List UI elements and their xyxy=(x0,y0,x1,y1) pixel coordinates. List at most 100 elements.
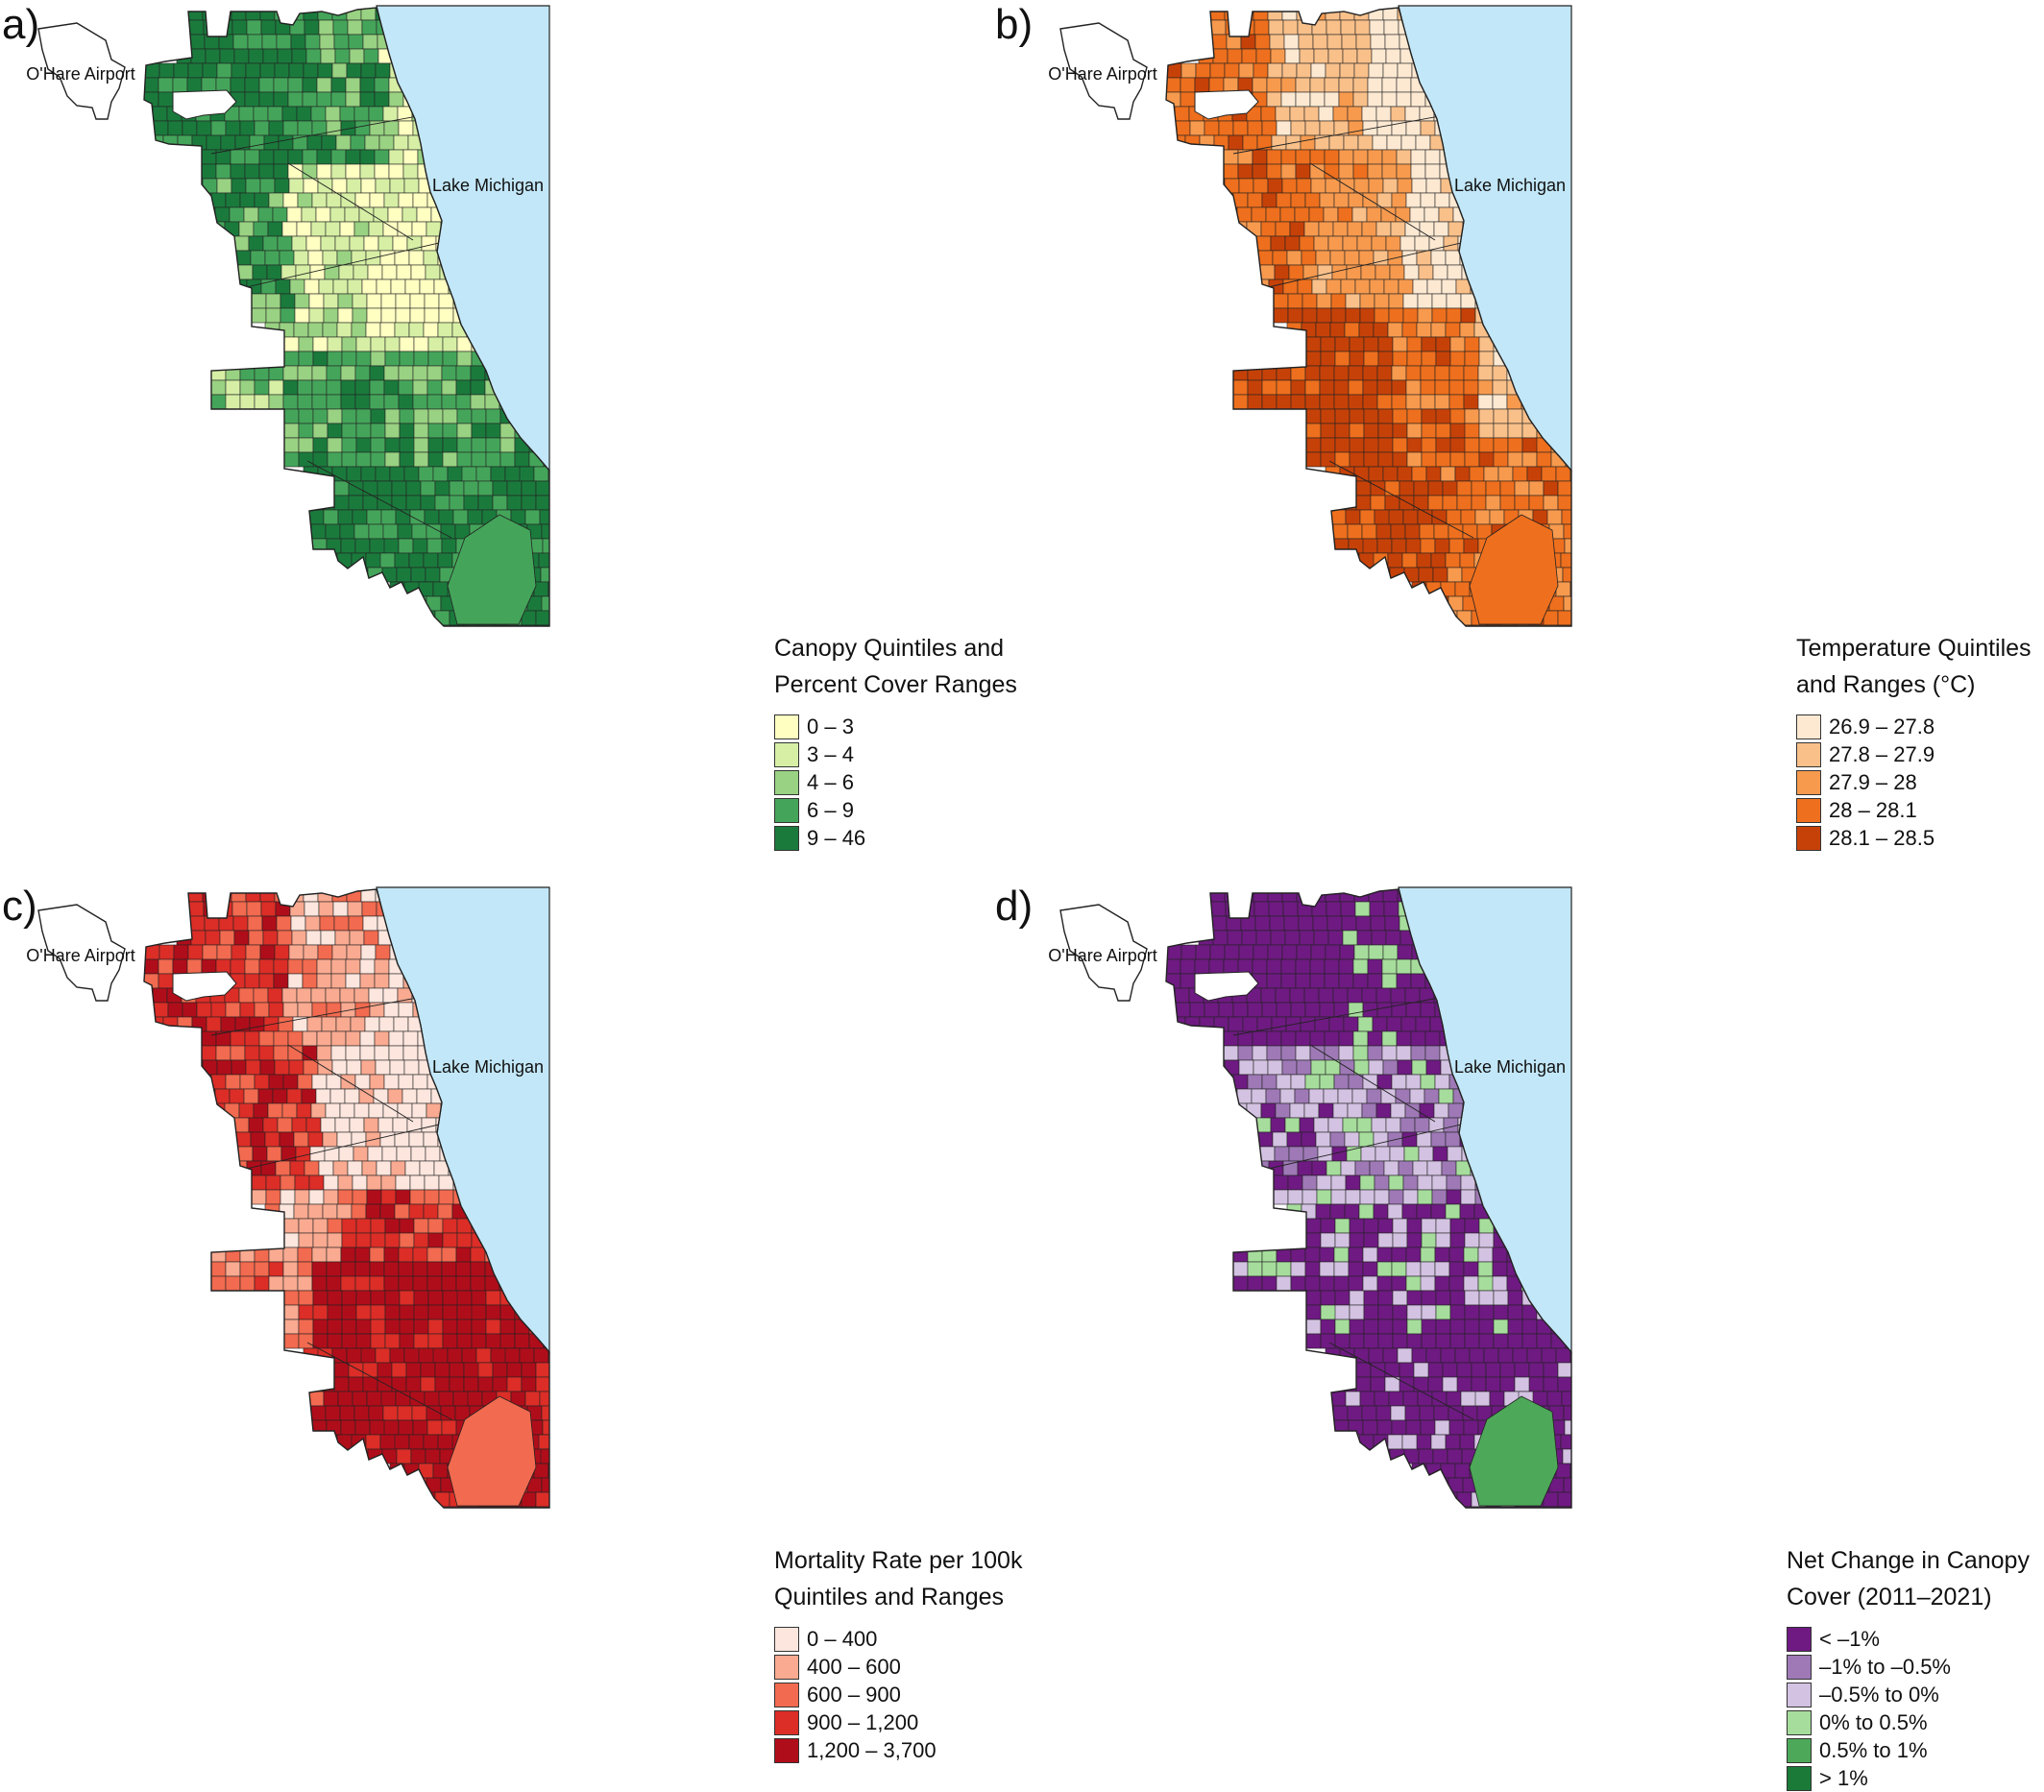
tract xyxy=(1388,293,1404,309)
tract xyxy=(318,901,334,917)
tract xyxy=(1360,1146,1376,1162)
tract xyxy=(1358,250,1375,266)
tract xyxy=(341,336,357,352)
tract xyxy=(455,1275,472,1292)
tract xyxy=(1222,1088,1238,1104)
tract xyxy=(306,1016,323,1032)
tract xyxy=(1516,624,1532,626)
tract xyxy=(1326,278,1342,295)
tract xyxy=(1434,1247,1450,1263)
tract xyxy=(296,1405,312,1421)
tract xyxy=(1332,221,1349,237)
tract xyxy=(1557,495,1571,511)
tract xyxy=(355,423,372,439)
tract xyxy=(399,1319,415,1335)
tract xyxy=(333,915,350,932)
tract xyxy=(426,1477,442,1493)
tract xyxy=(1410,973,1426,989)
tract xyxy=(1432,264,1448,280)
tract xyxy=(1273,293,1289,309)
tract xyxy=(1369,19,1385,36)
tract xyxy=(1297,1160,1313,1176)
tract xyxy=(297,1261,313,1277)
legend-item: 0 – 400 xyxy=(774,1625,1022,1653)
tract xyxy=(1310,1059,1326,1076)
tract xyxy=(1512,1347,1528,1364)
canopy-change-legend: Net Change in Canopy Cover (2011–2021) <… xyxy=(1787,1542,2034,1792)
tract xyxy=(1375,1146,1391,1162)
tract xyxy=(282,1275,299,1292)
tract xyxy=(1421,351,1437,367)
tract xyxy=(456,408,473,424)
tract xyxy=(1373,322,1389,338)
tract xyxy=(305,930,322,946)
tract xyxy=(1376,1002,1393,1018)
tract xyxy=(1318,1102,1334,1119)
tract xyxy=(1377,408,1394,424)
tract xyxy=(1279,1088,1296,1104)
tract xyxy=(177,1016,193,1032)
tract xyxy=(344,1088,360,1104)
tract xyxy=(210,1275,227,1292)
legend-label: 28 – 28.1 xyxy=(1829,797,1917,822)
tract xyxy=(1265,1088,1281,1104)
tract xyxy=(325,523,341,540)
tract xyxy=(420,480,436,496)
tract xyxy=(1325,944,1341,960)
tract xyxy=(1521,1319,1538,1335)
tract xyxy=(492,1376,508,1392)
tract xyxy=(470,394,486,410)
tract xyxy=(210,1261,227,1277)
tract xyxy=(373,1088,389,1104)
tract xyxy=(390,1160,406,1176)
tract xyxy=(1323,206,1339,223)
tract xyxy=(369,192,385,208)
tract xyxy=(332,1160,349,1176)
tract xyxy=(245,889,261,903)
tract xyxy=(244,77,260,93)
tract xyxy=(1413,1376,1429,1392)
tract xyxy=(521,1376,537,1392)
legend-label: 28.1 – 28.5 xyxy=(1829,825,1935,850)
tract xyxy=(434,1376,450,1392)
tract xyxy=(1396,1030,1412,1047)
tract xyxy=(245,8,261,21)
tract xyxy=(318,278,334,295)
tract xyxy=(1275,221,1291,237)
tract xyxy=(1477,379,1494,396)
tract xyxy=(1448,1405,1464,1421)
tract xyxy=(239,120,256,136)
tract xyxy=(1400,1016,1417,1032)
tract xyxy=(1247,1261,1263,1277)
tract xyxy=(1348,192,1364,208)
tract xyxy=(376,1160,392,1176)
tract xyxy=(221,1131,237,1148)
tract xyxy=(412,192,428,208)
tract xyxy=(1370,480,1386,496)
tract xyxy=(1253,19,1270,36)
tract xyxy=(1325,62,1341,79)
tract xyxy=(1258,1174,1275,1191)
tract xyxy=(423,552,439,569)
tract xyxy=(1227,930,1243,946)
tract xyxy=(1463,379,1479,396)
tract xyxy=(1357,134,1374,151)
tract xyxy=(1493,423,1509,439)
tract xyxy=(306,1506,323,1508)
tract xyxy=(1287,1174,1303,1191)
tract xyxy=(1316,509,1332,525)
tract xyxy=(1290,1261,1306,1277)
tract xyxy=(1357,624,1374,626)
tract xyxy=(377,235,394,252)
tract xyxy=(1213,1506,1229,1508)
tract xyxy=(463,495,479,511)
tract xyxy=(387,1088,403,1104)
tract xyxy=(1388,307,1404,324)
tract xyxy=(1459,552,1475,569)
tract xyxy=(1385,235,1401,252)
tract xyxy=(316,1030,332,1047)
tract xyxy=(253,221,269,237)
tract xyxy=(308,1391,325,1407)
tract xyxy=(1305,437,1322,453)
tract xyxy=(1421,423,1437,439)
